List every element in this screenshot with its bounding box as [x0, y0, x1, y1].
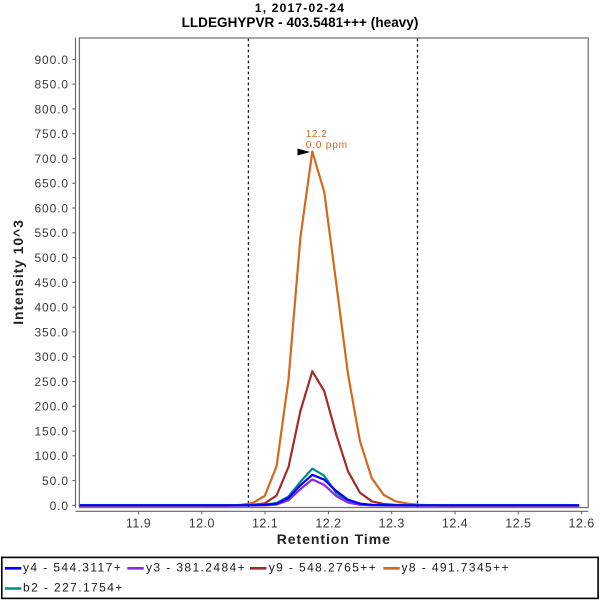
svg-text:y3 - 381.2484+: y3 - 381.2484+ [146, 560, 246, 574]
svg-text:800.0: 800.0 [34, 102, 69, 116]
svg-text:350.0: 350.0 [34, 325, 69, 339]
svg-text:550.0: 550.0 [34, 226, 69, 240]
svg-text:300.0: 300.0 [34, 350, 69, 364]
svg-text:12.2: 12.2 [315, 517, 341, 531]
svg-text:150.0: 150.0 [34, 425, 69, 439]
svg-text:750.0: 750.0 [34, 127, 69, 141]
svg-text:1, 2017-02-24: 1, 2017-02-24 [255, 1, 345, 15]
svg-text:12.3: 12.3 [379, 517, 405, 531]
svg-text:50.0: 50.0 [42, 474, 69, 488]
svg-text:850.0: 850.0 [34, 78, 69, 92]
svg-text:12.1: 12.1 [252, 517, 278, 531]
svg-text:0.0 ppm: 0.0 ppm [306, 140, 348, 151]
svg-text:500.0: 500.0 [34, 251, 69, 265]
svg-text:b2 - 227.1754+: b2 - 227.1754+ [23, 580, 124, 594]
svg-text:11.9: 11.9 [126, 517, 151, 531]
svg-text:900.0: 900.0 [34, 53, 69, 67]
svg-text:0.0: 0.0 [50, 499, 69, 513]
svg-text:650.0: 650.0 [34, 177, 69, 191]
svg-text:LLDEGHYPVR - 403.5481+++ (heav: LLDEGHYPVR - 403.5481+++ (heavy) [182, 15, 419, 30]
svg-text:12.6: 12.6 [569, 517, 595, 531]
svg-text:Intensity 10^3: Intensity 10^3 [10, 219, 26, 325]
svg-text:12.0: 12.0 [189, 517, 215, 531]
svg-text:700.0: 700.0 [34, 152, 69, 166]
svg-text:600.0: 600.0 [34, 201, 69, 215]
svg-text:y8 - 491.7345++: y8 - 491.7345++ [402, 560, 510, 574]
svg-text:y4 - 544.3117+: y4 - 544.3117+ [23, 560, 122, 574]
svg-text:100.0: 100.0 [34, 449, 69, 463]
svg-text:Retention Time: Retention Time [277, 531, 391, 547]
svg-text:400.0: 400.0 [34, 301, 69, 315]
svg-text:450.0: 450.0 [34, 276, 69, 290]
svg-text:250.0: 250.0 [34, 375, 69, 389]
svg-text:12.5: 12.5 [505, 517, 531, 531]
svg-text:200.0: 200.0 [34, 400, 69, 414]
svg-text:y9 - 548.2765++: y9 - 548.2765++ [269, 560, 377, 574]
svg-text:12.4: 12.4 [442, 517, 468, 531]
svg-text:12.2: 12.2 [306, 129, 327, 140]
